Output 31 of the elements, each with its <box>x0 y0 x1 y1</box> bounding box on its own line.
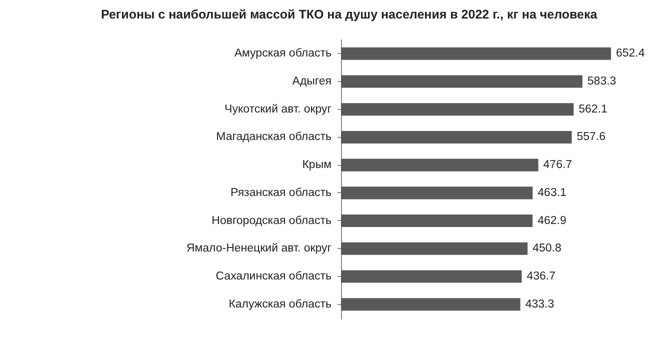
data-label: 476.7 <box>543 159 572 172</box>
y-tick-label: Ямало-Ненецкий авт. округ <box>186 242 332 255</box>
y-tick-label: Калужская область <box>228 298 332 310</box>
data-label: 462.9 <box>538 214 566 227</box>
bar <box>341 186 533 200</box>
bar <box>341 242 528 255</box>
chart-title: Регионы с наибольшей массой ТКО на душу населения в 2022 г., кг на человека <box>100 8 598 22</box>
y-tick-label: Крым <box>302 159 332 172</box>
data-label: 562.1 <box>578 103 608 116</box>
data-label: 583.3 <box>587 75 616 88</box>
y-tick-label: Новгородская область <box>212 214 332 227</box>
y-tick-label: Чукотский авт. округ <box>224 103 332 116</box>
bar <box>341 47 611 60</box>
bar <box>341 298 520 311</box>
data-label: 652.4 <box>616 48 646 60</box>
bar <box>341 214 533 228</box>
y-tick-label: Сахалинская область <box>216 270 332 283</box>
y-tick-label: Рязанская область <box>230 186 332 199</box>
y-tick-label: Амурская область <box>234 48 332 60</box>
data-label: 436.7 <box>526 270 556 283</box>
data-label: 557.6 <box>576 131 606 144</box>
bar <box>341 103 574 116</box>
bar <box>341 75 582 88</box>
bar <box>341 270 522 283</box>
bar <box>341 130 572 144</box>
y-tick-label: Магаданская область <box>216 131 332 144</box>
y-tick-label: Адыгея <box>292 75 332 88</box>
bar <box>341 158 538 172</box>
data-label: 463.1 <box>538 186 566 199</box>
data-label: 433.3 <box>525 298 554 310</box>
data-label: 450.8 <box>532 242 562 255</box>
